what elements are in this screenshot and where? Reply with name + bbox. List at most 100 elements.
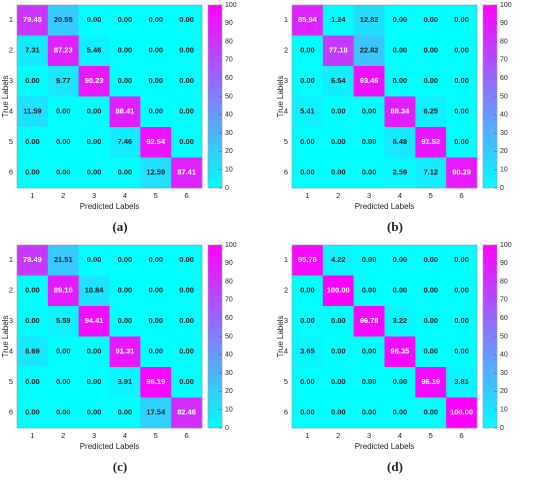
heatmap-cell bbox=[446, 157, 478, 189]
heatmap-cell bbox=[384, 367, 416, 398]
x-tick-label: 5 bbox=[429, 431, 433, 440]
y-tick-label: 2 bbox=[284, 286, 288, 295]
cell-label: 7.31 bbox=[25, 46, 40, 55]
heatmap-cell bbox=[384, 127, 416, 158]
heatmap-cell bbox=[384, 66, 416, 97]
cell-label: 21.51 bbox=[54, 255, 73, 264]
cell-label: 8.48 bbox=[393, 137, 408, 146]
colorbar-tick-label: 60 bbox=[225, 75, 233, 82]
cell-label: 88.41 bbox=[116, 107, 135, 116]
cell-label: 0.00 bbox=[148, 255, 163, 264]
heatmap-cell bbox=[47, 336, 79, 368]
cell-label: 92.54 bbox=[146, 137, 166, 146]
heatmap-cell bbox=[171, 275, 203, 307]
heatmap-cell bbox=[78, 306, 110, 337]
heatmap-cell bbox=[140, 96, 172, 128]
heatmap-cell bbox=[353, 367, 385, 398]
cell-label: 22.82 bbox=[360, 46, 379, 55]
cell-label: 0.00 bbox=[148, 76, 163, 85]
colorbar-tick-label: 40 bbox=[500, 112, 508, 119]
cell-label: 88.34 bbox=[391, 107, 411, 116]
heatmap-cell bbox=[78, 96, 110, 128]
heatmap-cell bbox=[446, 336, 478, 368]
cell-label: 1.24 bbox=[331, 15, 346, 24]
cell-label: 7.46 bbox=[118, 137, 133, 146]
y-tick-label: 4 bbox=[284, 347, 288, 356]
colorbar-tick-label: 30 bbox=[500, 370, 508, 377]
cell-label: 3.22 bbox=[393, 316, 408, 325]
y-tick-label: 4 bbox=[9, 347, 13, 356]
heatmap-cell bbox=[109, 5, 141, 36]
heatmap-cell bbox=[171, 96, 203, 128]
cell-label: 0.00 bbox=[393, 255, 408, 264]
colorbar-tick-label: 70 bbox=[500, 57, 508, 64]
cell-label: 0.00 bbox=[393, 286, 408, 295]
heatmap-cell bbox=[47, 245, 79, 276]
cell-label: 0.00 bbox=[423, 316, 438, 325]
colorbar-tick-label: 50 bbox=[500, 93, 508, 100]
heatmap-cell bbox=[353, 35, 385, 67]
heatmap-cell bbox=[384, 245, 416, 276]
cell-label: 0.00 bbox=[118, 316, 133, 325]
y-tick-label: 4 bbox=[284, 107, 288, 116]
colorbar-tick-label: 60 bbox=[500, 75, 508, 82]
heatmap-cell bbox=[292, 127, 324, 158]
cell-label: 0.00 bbox=[454, 347, 469, 356]
heatmap-cell bbox=[17, 157, 49, 189]
heatmap-cell bbox=[292, 306, 324, 337]
heatmap-cell bbox=[78, 35, 110, 67]
cell-label: 7.12 bbox=[423, 168, 438, 177]
cell-label: 91.52 bbox=[421, 137, 440, 146]
y-axis-label: True Labels bbox=[1, 76, 10, 118]
x-tick-label: 4 bbox=[123, 431, 127, 440]
heatmap-cell bbox=[171, 157, 203, 189]
heatmap-cell bbox=[446, 275, 478, 307]
x-axis-label: Predicted Labels bbox=[80, 202, 140, 211]
y-tick-label: 2 bbox=[9, 286, 13, 295]
colorbar-tick-label: 30 bbox=[225, 130, 233, 137]
heatmap-cell bbox=[47, 306, 79, 337]
cell-label: 0.00 bbox=[87, 408, 102, 417]
cell-label: 0.00 bbox=[393, 408, 408, 417]
y-axis-label: True Labels bbox=[276, 316, 285, 358]
plot-frame bbox=[291, 244, 478, 429]
y-axis-label: True Labels bbox=[276, 76, 285, 118]
heatmap-cell bbox=[47, 275, 79, 307]
cell-label: 0.00 bbox=[423, 347, 438, 356]
heatmap-cell bbox=[415, 306, 447, 337]
x-tick-label: 5 bbox=[154, 191, 158, 200]
cell-label: 0.00 bbox=[56, 377, 71, 386]
heatmap-cell bbox=[322, 127, 354, 158]
heatmap-cell bbox=[446, 5, 478, 36]
panel: 85.94 1.24 12.82 0.00 0.00 0.00 0.00 77.18 22.82… bbox=[276, 2, 512, 234]
heatmap-cell bbox=[322, 336, 354, 368]
y-tick-label: 3 bbox=[9, 316, 13, 325]
y-tick-label: 6 bbox=[9, 408, 13, 417]
cell-label: 0.00 bbox=[25, 316, 40, 325]
colorbar-tick-label: 40 bbox=[500, 352, 508, 359]
y-tick-label: 5 bbox=[9, 377, 13, 386]
caption: (d) bbox=[387, 459, 403, 474]
heatmap-cell bbox=[415, 35, 447, 67]
cell-label: 78.49 bbox=[23, 255, 42, 264]
heatmap-cell bbox=[446, 245, 478, 276]
cell-label: 0.00 bbox=[454, 316, 469, 325]
cell-label: 12.59 bbox=[146, 168, 165, 177]
heatmap-cell bbox=[78, 5, 110, 36]
cell-label: 89.16 bbox=[54, 286, 73, 295]
heatmap-cell bbox=[415, 336, 447, 368]
cell-label: 0.00 bbox=[300, 408, 315, 417]
x-tick-label: 5 bbox=[154, 431, 158, 440]
cell-label: 95.78 bbox=[298, 255, 317, 264]
heatmap-cell bbox=[17, 127, 49, 158]
cell-label: 0.00 bbox=[331, 408, 346, 417]
cell-label: 0.00 bbox=[25, 168, 40, 177]
heatmap-cell bbox=[353, 336, 385, 368]
heatmap-cell bbox=[109, 127, 141, 158]
colorbar-tick-label: 0 bbox=[225, 185, 229, 192]
colorbar-tick-label: 90 bbox=[225, 260, 233, 267]
y-tick-label: 6 bbox=[284, 168, 288, 177]
cell-label: 0.00 bbox=[362, 255, 377, 264]
colorbar-tick-label: 20 bbox=[500, 148, 508, 155]
heatmap-cell bbox=[292, 66, 324, 97]
